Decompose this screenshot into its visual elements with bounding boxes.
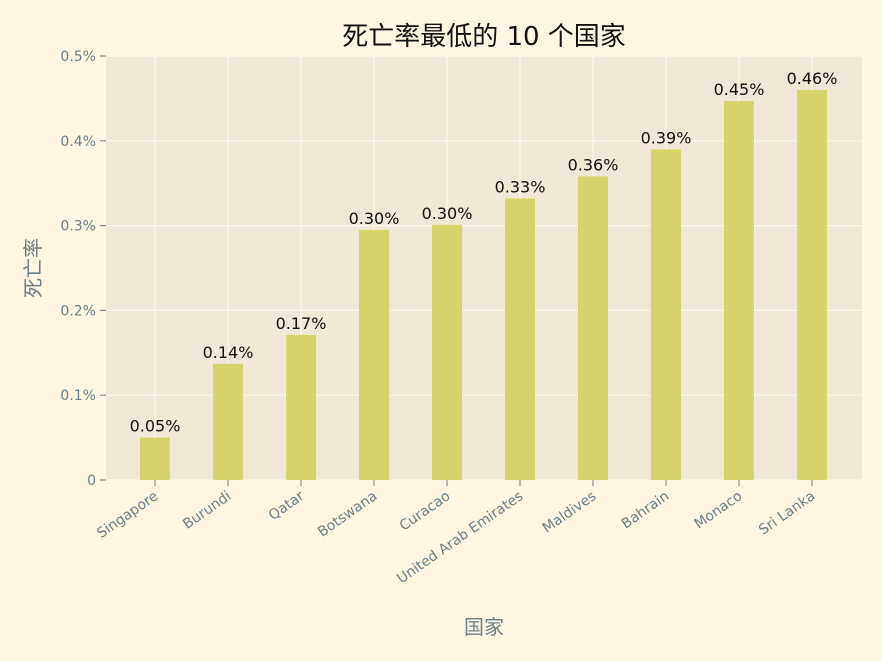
bar: [286, 334, 316, 480]
data-label: 0.36%: [568, 155, 619, 174]
data-label: 0.45%: [714, 80, 765, 99]
x-tick-label: Curacao: [397, 488, 454, 534]
bar: [724, 100, 754, 480]
x-tick-label: Qatar: [266, 488, 308, 524]
y-tick-label: 0.2%: [60, 303, 96, 319]
data-label: 0.39%: [641, 128, 692, 147]
data-label: 0.14%: [203, 343, 254, 362]
axis-ticks: [100, 55, 813, 486]
x-tick-label: Singapore: [94, 488, 161, 542]
y-tick-label: 0.1%: [60, 388, 96, 404]
x-tick-label: Maldives: [540, 488, 600, 536]
bar: [359, 229, 389, 480]
y-tick-label: 0: [87, 473, 96, 489]
bar: [578, 176, 608, 480]
bar: [651, 149, 681, 480]
bar: [432, 224, 462, 480]
data-label: 0.30%: [422, 204, 473, 223]
x-tick-label: United Arab Emirates: [394, 488, 526, 587]
bar: [140, 437, 170, 480]
bar: [797, 89, 827, 481]
data-label: 0.33%: [495, 177, 546, 196]
y-tick-label: 0.5%: [60, 49, 96, 65]
chart-title: 死亡率最低的 10 个国家: [342, 22, 626, 52]
data-label: 0.30%: [349, 209, 400, 228]
bar: [505, 198, 535, 481]
x-tick-label: Botswana: [315, 488, 380, 540]
bar: [213, 363, 243, 480]
data-label: 0.05%: [130, 417, 181, 436]
data-label: 0.17%: [276, 314, 327, 333]
x-tick-label: Sri Lanka: [756, 488, 818, 538]
y-axis-label: 死亡率: [21, 238, 45, 298]
bars: [140, 89, 827, 481]
y-tick-label: 0.3%: [60, 219, 96, 235]
x-tick-label: Burundi: [180, 488, 234, 533]
y-tick-label: 0.4%: [60, 134, 96, 150]
x-tick-label: Bahrain: [619, 488, 673, 532]
data-label: 0.46%: [787, 69, 838, 88]
x-axis-label: 国家: [464, 615, 504, 639]
x-tick-label: Monaco: [692, 488, 746, 532]
